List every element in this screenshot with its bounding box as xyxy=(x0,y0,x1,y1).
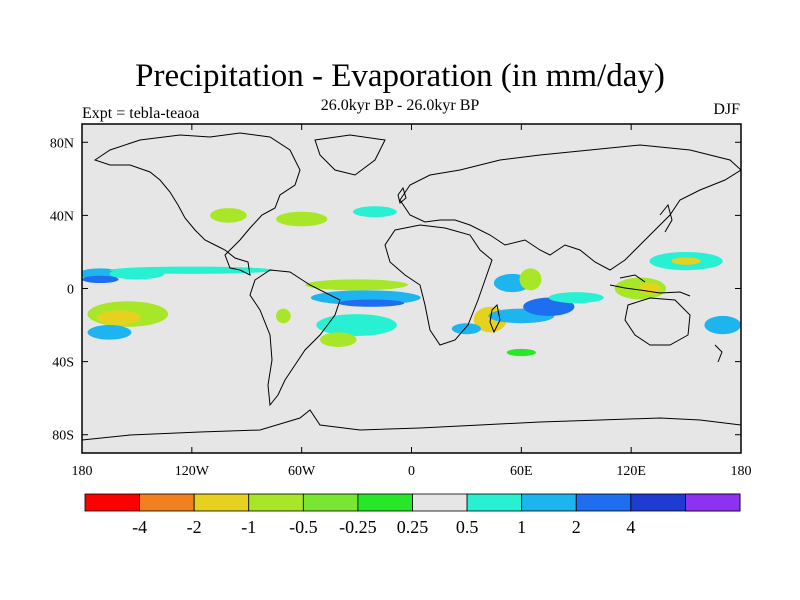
anomaly-region xyxy=(276,308,291,324)
lat-tick-label: 40S xyxy=(52,356,74,371)
colorbar-swatch xyxy=(466,493,523,512)
coastline-uk xyxy=(397,186,407,204)
colorbar-swatch xyxy=(139,493,195,512)
coastline-indonesia xyxy=(609,274,691,297)
coastline-australia xyxy=(624,297,691,346)
colorbar-swatch xyxy=(357,493,413,512)
anomaly-region xyxy=(316,314,397,337)
coastline-japan xyxy=(659,203,673,233)
coastline-north-america xyxy=(93,132,301,276)
anomaly-region xyxy=(305,279,408,291)
lat-tick-label: 0 xyxy=(67,283,74,298)
coastline-new-zealand xyxy=(714,344,723,363)
map-subtitle: 26.0kyr BP - 26.0kyr BP xyxy=(320,97,480,114)
colorbar-swatch xyxy=(412,493,468,512)
anomaly-region xyxy=(548,292,604,304)
anomaly-region xyxy=(87,325,132,340)
colorbar-swatch xyxy=(248,493,304,512)
lon-tick-label: 60E xyxy=(510,464,533,479)
colorbar-label: 2 xyxy=(572,517,581,537)
colorbar-label: 4 xyxy=(626,517,635,537)
lon-tick-label: 120W xyxy=(175,464,210,479)
anomaly-region xyxy=(210,208,247,223)
coastline-eurasia xyxy=(399,144,741,271)
anomaly-region xyxy=(704,315,741,335)
colorbar-label: 0.5 xyxy=(456,517,479,537)
latitude-axis: 80N 40N 0 40S 80S xyxy=(50,136,741,444)
coastline-antarctica xyxy=(82,409,741,441)
colorbar: -4 -2 -1 -0.5 -0.25 0.25 0.5 1 2 4 xyxy=(84,493,741,537)
colorbar-label: -0.25 xyxy=(339,517,377,537)
season-label: DJF xyxy=(713,101,740,118)
anomaly-region xyxy=(638,283,661,294)
map-title: Precipitation - Evaporation (in mm/day) xyxy=(135,58,665,94)
lat-tick-label: 80N xyxy=(50,136,74,151)
colorbar-label: -4 xyxy=(132,517,147,537)
lon-tick-label: 120E xyxy=(616,464,646,479)
coastline-greenland xyxy=(314,134,386,176)
lon-tick-label: 0 xyxy=(408,464,415,479)
colorbar-swatch xyxy=(630,493,686,512)
anomaly-region xyxy=(319,332,357,347)
colorbar-swatch xyxy=(521,493,577,512)
colorbar-label: -2 xyxy=(187,517,202,537)
anomaly-region xyxy=(338,299,405,307)
lon-tick-label: 180 xyxy=(731,464,752,479)
colorbar-swatch xyxy=(575,493,632,512)
anomaly-region xyxy=(276,211,328,227)
lat-tick-label: 40N xyxy=(50,209,74,224)
colorbar-swatch xyxy=(302,493,359,512)
lon-tick-label: 60W xyxy=(288,464,316,479)
colorbar-label: -1 xyxy=(241,517,256,537)
colorbar-swatch xyxy=(84,493,140,512)
anomaly-region xyxy=(671,257,701,265)
lat-tick-label: 80S xyxy=(52,429,74,444)
experiment-label: Expt = tebla-teaoa xyxy=(82,105,200,122)
anomaly-layer xyxy=(82,206,741,357)
anomaly-region xyxy=(352,206,397,218)
colorbar-swatch xyxy=(193,493,250,512)
coastline-madagascar xyxy=(489,303,501,334)
colorbar-label: 1 xyxy=(517,517,526,537)
anomaly-region xyxy=(82,275,119,284)
anomaly-region xyxy=(96,310,141,326)
lon-tick-label: 180 xyxy=(72,464,93,479)
colorbar-label: -0.5 xyxy=(289,517,318,537)
coastline-africa xyxy=(384,224,493,346)
coastline-layer xyxy=(82,132,741,441)
anomaly-region xyxy=(451,323,482,335)
anomaly-region xyxy=(519,268,542,291)
colorbar-label: 0.25 xyxy=(397,517,429,537)
coastline-south-america xyxy=(249,269,341,407)
colorbar-swatch xyxy=(685,493,741,512)
anomaly-region xyxy=(506,348,536,357)
longitude-axis: 180 120W 60W 0 60E 120E 180 xyxy=(72,124,752,479)
